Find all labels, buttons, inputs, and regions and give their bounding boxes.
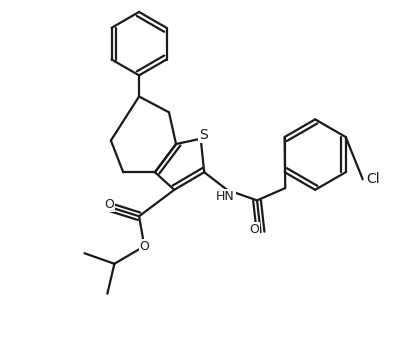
Text: S: S [199,127,208,142]
Text: O: O [104,198,114,211]
Text: O: O [140,240,149,253]
Text: Cl: Cl [366,172,380,186]
Text: HN: HN [216,190,235,203]
Text: O: O [249,223,259,236]
